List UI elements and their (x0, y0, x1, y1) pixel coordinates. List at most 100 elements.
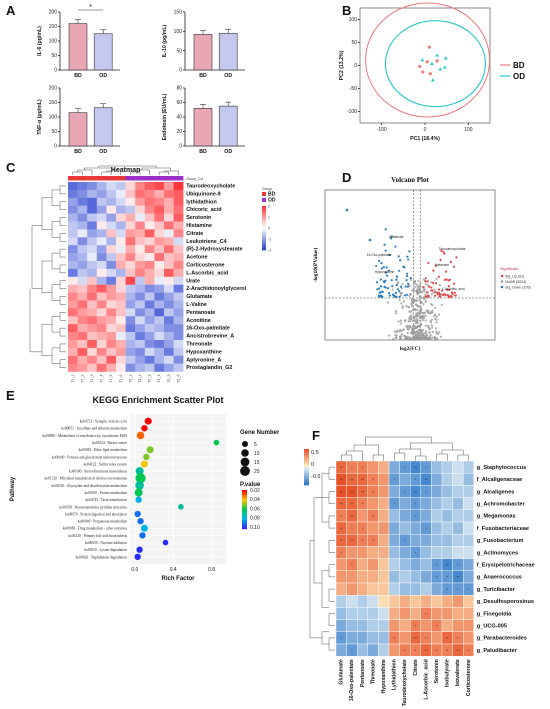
correlation-cell (431, 582, 443, 596)
heatmap-cell (77, 276, 88, 285)
correlation-cell (431, 521, 443, 535)
heatmap-cell (173, 347, 184, 356)
heatmap-cell (87, 221, 97, 230)
correlation-cell (441, 619, 453, 633)
volcano-point-down (395, 275, 399, 278)
group-color-cell (96, 176, 107, 181)
significance-mark: * (372, 489, 374, 494)
heatmap-cell (106, 189, 117, 198)
heatmap-cell (173, 213, 184, 222)
correlation-cell (409, 521, 421, 535)
significance-star: * (89, 4, 92, 11)
heatmap-cell (144, 189, 155, 198)
significance-mark: * (362, 465, 364, 470)
volcano-point-nodiff (435, 321, 438, 324)
volcano-point-nodiff (410, 303, 413, 306)
heatmap-cell (96, 237, 107, 246)
volcano-point-up (452, 282, 456, 285)
heatmap-cell (106, 355, 117, 364)
heatmap-cell (87, 276, 97, 285)
enrichment-point (139, 532, 146, 539)
correlation-cell (335, 570, 347, 584)
volcano-point-nodiff (408, 337, 411, 341)
heatmap-cell (135, 284, 145, 293)
heatmap-cell (154, 316, 165, 325)
colorbar-step (262, 219, 266, 221)
y-axis-label: -log10(PValue) (312, 248, 319, 283)
heatmap-cell (154, 221, 165, 230)
heatmap-cell (164, 237, 174, 246)
volcano-point-nodiff (414, 334, 417, 337)
heatmap-cell (68, 253, 78, 262)
heatmap-cell (77, 363, 88, 372)
color-legend-label: 0.06 (250, 506, 260, 512)
correlation-cell (367, 607, 379, 620)
group-color-cell (144, 176, 155, 181)
colorbar-step (242, 516, 247, 518)
heatmap-cell (125, 213, 136, 222)
correlation-cell (378, 631, 390, 645)
volcano-point-nodiff (410, 314, 413, 317)
volcano-point-nodiff (419, 291, 422, 294)
y-axis-label: Endotoxin (EU/mL) (162, 93, 168, 140)
volcano-point-nodiff (419, 328, 422, 331)
colorbar-step (304, 477, 309, 480)
correlation-cell (441, 607, 453, 620)
significance-mark: * (404, 648, 406, 653)
significance-mark: * (425, 489, 427, 494)
correlation-cell (452, 546, 464, 559)
volcano-point-nodiff (412, 287, 416, 290)
legend-label: NoDiff (3024) (505, 280, 526, 284)
x-tick-label: -100 (377, 127, 387, 133)
colorbar-step (304, 451, 309, 453)
column-label: Taurodeoxycholate (402, 659, 408, 706)
colorbar-step (242, 510, 247, 513)
correlation-cell (462, 631, 474, 645)
correlation-cell (388, 607, 400, 620)
heatmap-cell (77, 245, 88, 254)
heatmap-cell (96, 229, 107, 238)
correlation-cell (462, 533, 474, 547)
volcano-point-nodiff (404, 318, 407, 322)
heatmap-cell (116, 284, 126, 293)
heatmap-cell (173, 205, 184, 214)
bar-OD (93, 107, 113, 147)
heatmap-cell (173, 268, 184, 277)
heatmap-cell (106, 308, 117, 317)
colorbar-step (304, 456, 309, 458)
significance-mark: * (468, 587, 470, 592)
colorbar-step (262, 228, 266, 230)
volcano-point-nodiff (417, 279, 420, 282)
volcano-point-nodiff (431, 336, 434, 339)
heatmap-cell (77, 268, 88, 277)
significance-mark: * (425, 611, 427, 616)
volcano-point-nodiff (434, 306, 437, 309)
row-label: Ancistrobrevine_A (186, 334, 234, 340)
correlation-cell (431, 546, 443, 559)
heatmap-cell (135, 363, 145, 372)
pathway-label: ko04721 : Synaptic vesicle cycle (80, 420, 128, 424)
row-label: g_Parabacteroides (477, 636, 527, 642)
volcano-point-nodiff (430, 318, 433, 321)
colorbar-step (242, 506, 247, 509)
volcano-point-nodiff (401, 306, 404, 310)
colorbar-step (262, 230, 266, 232)
volcano-point-down (377, 295, 380, 298)
volcano-point-down (407, 282, 410, 285)
heatmap-cell (96, 189, 107, 198)
heatmap-cell (125, 245, 136, 254)
heatmap-cell (116, 276, 126, 285)
volcano-point-nodiff (419, 289, 422, 292)
pathway-label: ko00310 : Lysine degradation (84, 548, 127, 552)
volcano-point-nodiff (425, 337, 428, 341)
correlation-cell (335, 643, 347, 657)
pathway-label: ko00230 : Purine metabolism (85, 491, 128, 495)
volcano-point-nodiff (411, 289, 414, 292)
colorbar-step (304, 481, 309, 483)
heatmap-cell (164, 245, 174, 254)
row-label: Prostaglandin_G2 (186, 365, 232, 371)
volcano-point-nodiff (417, 312, 420, 315)
row-label: g_UCG-005 (477, 624, 507, 630)
heatmap-cell (164, 340, 174, 349)
